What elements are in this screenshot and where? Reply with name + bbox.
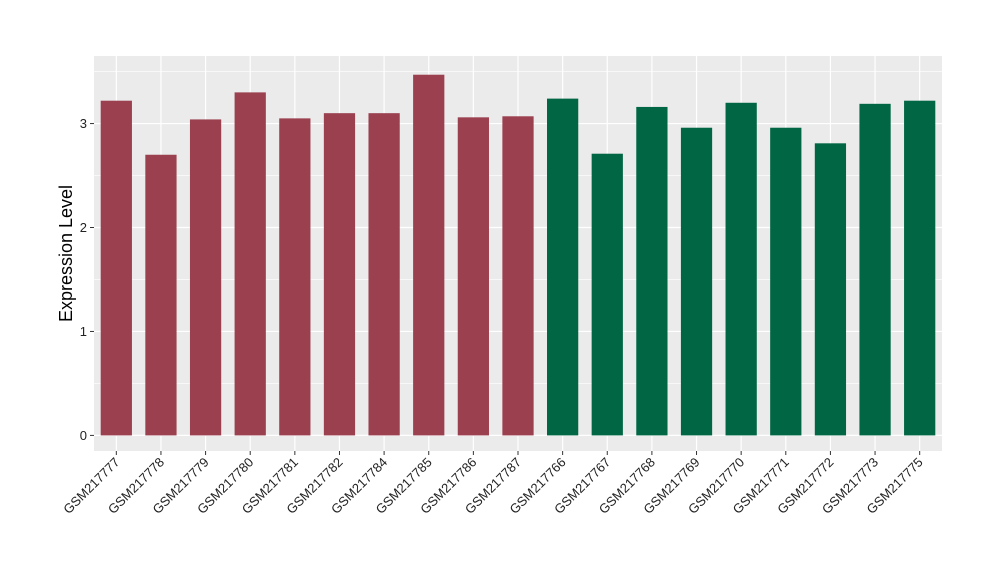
bar-GSM217772	[814, 143, 847, 436]
bar-GSM217773	[859, 103, 891, 436]
bar-GSM217775	[904, 100, 936, 436]
y-tick-label: 3	[80, 116, 87, 131]
x-axis: GSM217777GSM217778GSM217779GSM217780GSM2…	[60, 451, 926, 517]
bar-GSM217777	[100, 100, 132, 436]
bar-GSM217781	[279, 118, 311, 436]
bar-GSM217771	[770, 127, 802, 436]
bar-GSM217767	[591, 153, 623, 436]
bar-GSM217770	[725, 102, 757, 436]
bars	[100, 74, 936, 436]
y-tick-label: 2	[80, 220, 87, 235]
bar-GSM217787	[502, 116, 534, 436]
y-tick-label: 1	[80, 324, 87, 339]
bar-GSM217766	[547, 98, 579, 436]
bar-GSM217768	[636, 106, 668, 436]
bar-GSM217785	[413, 74, 445, 436]
y-axis: 0 1 2 3	[80, 116, 94, 443]
bar-GSM217769	[680, 127, 713, 436]
y-tick-label: 0	[80, 428, 87, 443]
bar-GSM217780	[234, 92, 266, 436]
bar-GSM217782	[323, 113, 356, 436]
bar-GSM217779	[189, 119, 222, 436]
bar-GSM217786	[457, 117, 489, 436]
y-axis-title: Expression Level	[56, 185, 76, 322]
bar-GSM217778	[145, 154, 177, 436]
bar-GSM217784	[368, 113, 400, 436]
